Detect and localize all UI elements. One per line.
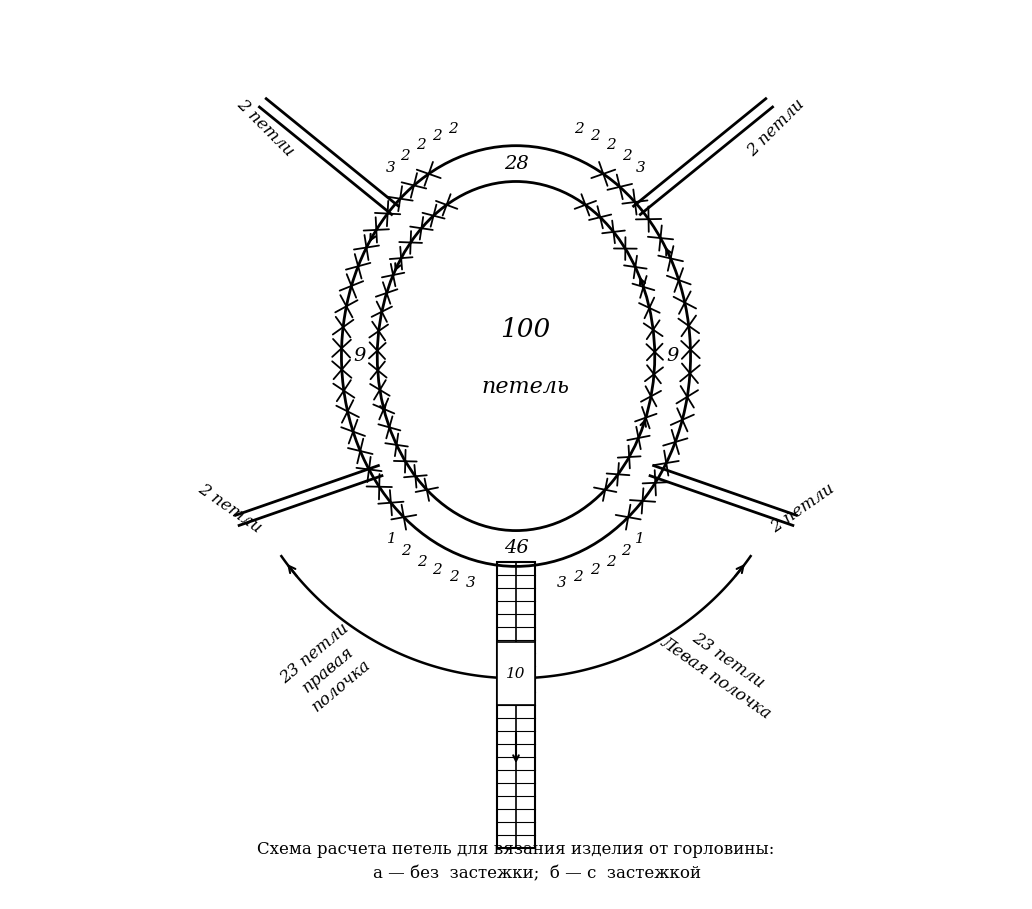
Text: 3: 3 — [556, 575, 567, 590]
Text: 46: 46 — [504, 539, 528, 557]
Text: 3: 3 — [465, 575, 476, 590]
Text: 2: 2 — [621, 544, 631, 558]
Text: 2: 2 — [432, 564, 442, 577]
Text: 3: 3 — [386, 161, 396, 175]
Text: 2 петли: 2 петли — [233, 95, 297, 160]
Text: 1: 1 — [635, 533, 645, 546]
Text: 2: 2 — [400, 148, 410, 163]
Text: 2: 2 — [574, 570, 583, 584]
Text: 1: 1 — [387, 533, 397, 546]
Text: 2: 2 — [574, 122, 584, 135]
Text: 9: 9 — [667, 347, 679, 365]
Text: 28: 28 — [504, 155, 528, 173]
Text: 23 петли
правая
полочка: 23 петли правая полочка — [277, 620, 379, 719]
Text: 2: 2 — [449, 570, 458, 584]
Text: петель: петель — [481, 376, 569, 398]
Text: 2: 2 — [417, 554, 426, 568]
Text: Схема расчета петель для вязания изделия от горловины:
        а — без  застежки: Схема расчета петель для вязания изделия… — [257, 841, 775, 883]
Text: 2 петли: 2 петли — [743, 95, 808, 160]
Text: 9: 9 — [353, 347, 365, 365]
Text: 2: 2 — [448, 122, 458, 135]
Text: 2: 2 — [606, 554, 615, 568]
Text: 2: 2 — [431, 129, 442, 143]
Text: 3: 3 — [636, 161, 646, 175]
Text: 2: 2 — [590, 564, 600, 577]
Text: 2: 2 — [607, 138, 616, 152]
Text: 2: 2 — [416, 138, 425, 152]
Text: 100: 100 — [499, 316, 550, 342]
Text: 2: 2 — [590, 129, 601, 143]
Text: 2 петли: 2 петли — [768, 480, 837, 536]
Text: 2 петли: 2 петли — [195, 480, 264, 536]
Text: 23 петли
Левая полочка: 23 петли Левая полочка — [657, 616, 786, 723]
Text: 10: 10 — [507, 666, 525, 681]
Bar — [497, 642, 535, 705]
Text: 2: 2 — [401, 544, 411, 558]
Bar — [497, 562, 535, 848]
Text: 2: 2 — [622, 148, 632, 163]
